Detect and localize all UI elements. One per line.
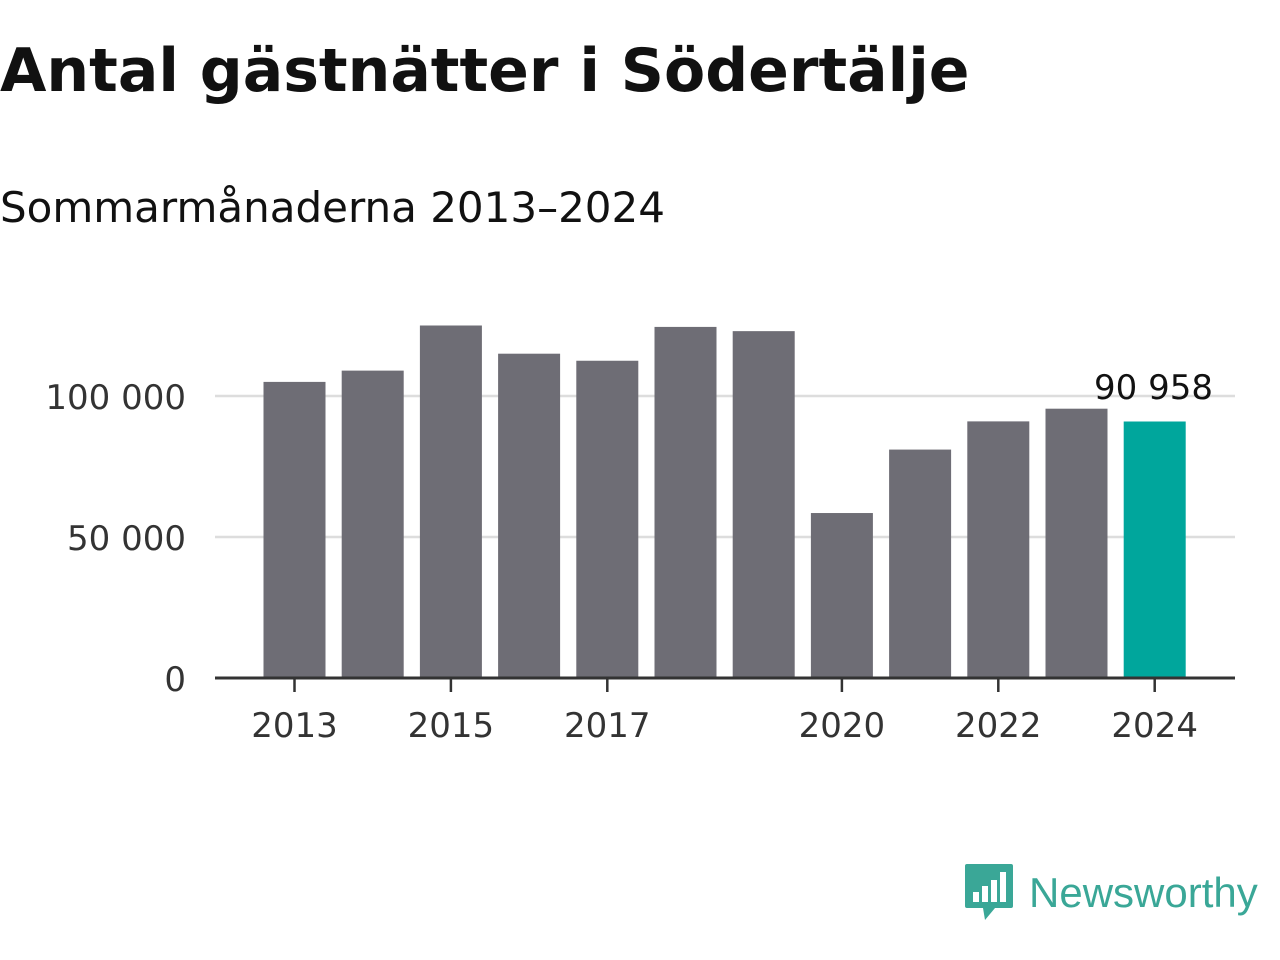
y-tick-label: 0	[164, 660, 186, 700]
x-tick-label: 2013	[251, 706, 338, 746]
bar	[1123, 421, 1186, 678]
newsworthy-logo-icon	[965, 864, 1013, 920]
chart-subtitle: Sommarmånaderna 2013–2024	[0, 183, 665, 232]
bar	[967, 421, 1030, 678]
bar	[341, 370, 404, 678]
bar	[1045, 408, 1108, 678]
bar	[576, 360, 639, 678]
bar	[263, 381, 326, 678]
chart-title: Antal gästnätter i Södertälje	[0, 36, 970, 106]
x-tick-label: 2015	[408, 706, 495, 746]
bar	[654, 326, 717, 678]
data-label: 90 958	[1094, 368, 1213, 408]
x-tick-label: 2017	[564, 706, 651, 746]
bar	[419, 325, 482, 678]
bar	[732, 331, 795, 678]
x-tick-label: 2024	[1111, 706, 1198, 746]
brand-name: Newsworthy	[1029, 869, 1258, 916]
bar	[810, 513, 873, 678]
bar	[889, 449, 952, 678]
x-tick-label: 2022	[955, 706, 1042, 746]
y-tick-label: 50 000	[67, 519, 186, 559]
x-tick-label: 2020	[799, 706, 886, 746]
bar	[498, 353, 561, 678]
newsworthy-logo: Newsworthy	[963, 862, 1258, 924]
y-tick-label: 100 000	[45, 378, 186, 418]
